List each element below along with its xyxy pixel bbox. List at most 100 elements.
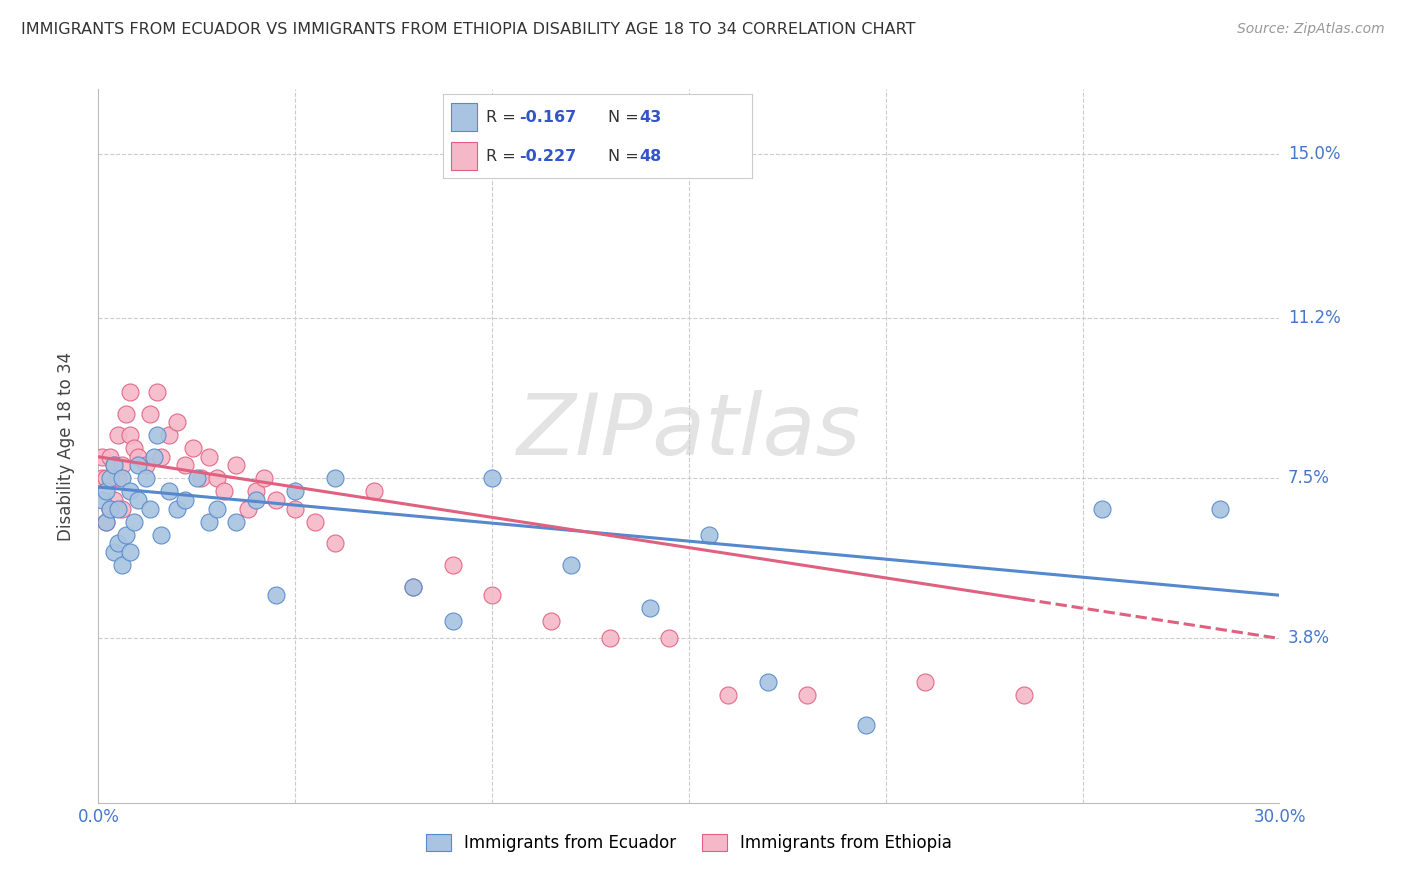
- Point: [363, 484, 385, 499]
- Point: [146, 428, 169, 442]
- Point: [181, 441, 204, 455]
- Legend: Immigrants from Ecuador, Immigrants from Ethiopia: Immigrants from Ecuador, Immigrants from…: [419, 827, 959, 859]
- Point: [127, 458, 149, 473]
- Point: [111, 558, 134, 572]
- Point: [103, 545, 125, 559]
- Text: IMMIGRANTS FROM ECUADOR VS IMMIGRANTS FROM ETHIOPIA DISABILITY AGE 18 TO 34 CORR: IMMIGRANTS FROM ECUADOR VS IMMIGRANTS FR…: [21, 22, 915, 37]
- Point: [135, 458, 157, 473]
- Point: [111, 501, 134, 516]
- Point: [166, 415, 188, 429]
- Point: [253, 471, 276, 485]
- Point: [697, 527, 720, 541]
- Point: [245, 493, 267, 508]
- Point: [157, 428, 180, 442]
- Text: 3.8%: 3.8%: [1288, 630, 1330, 648]
- Point: [225, 515, 247, 529]
- Text: -0.227: -0.227: [519, 149, 576, 164]
- Point: [174, 493, 197, 508]
- Point: [245, 484, 267, 499]
- Point: [264, 493, 287, 508]
- Point: [150, 527, 173, 541]
- Point: [304, 515, 326, 529]
- Point: [111, 471, 134, 485]
- Point: [402, 580, 425, 594]
- Point: [118, 428, 141, 442]
- Point: [186, 471, 208, 485]
- Point: [441, 558, 464, 572]
- Text: N =: N =: [609, 149, 644, 164]
- Text: -0.167: -0.167: [519, 110, 576, 125]
- Point: [658, 632, 681, 646]
- Point: [638, 601, 661, 615]
- Point: [91, 493, 114, 508]
- Text: ZIPatlas: ZIPatlas: [517, 390, 860, 474]
- Point: [190, 471, 212, 485]
- Point: [122, 441, 145, 455]
- Point: [540, 614, 562, 628]
- Point: [127, 450, 149, 464]
- Point: [481, 471, 503, 485]
- Point: [323, 536, 346, 550]
- Point: [441, 614, 464, 628]
- Text: 11.2%: 11.2%: [1288, 310, 1340, 327]
- Point: [150, 450, 173, 464]
- Point: [122, 515, 145, 529]
- Point: [855, 718, 877, 732]
- Point: [284, 501, 307, 516]
- Point: [96, 484, 118, 499]
- Point: [96, 515, 118, 529]
- Point: [107, 471, 129, 485]
- Point: [91, 471, 114, 485]
- Point: [98, 471, 121, 485]
- Point: [1091, 501, 1114, 516]
- Point: [225, 458, 247, 473]
- Point: [197, 450, 219, 464]
- Point: [107, 536, 129, 550]
- Point: [205, 471, 228, 485]
- Point: [284, 484, 307, 499]
- Point: [91, 450, 114, 464]
- Point: [1012, 688, 1035, 702]
- Text: Source: ZipAtlas.com: Source: ZipAtlas.com: [1237, 22, 1385, 37]
- Point: [138, 407, 160, 421]
- Point: [402, 580, 425, 594]
- Text: 7.5%: 7.5%: [1288, 469, 1330, 487]
- Text: R =: R =: [486, 110, 522, 125]
- Point: [323, 471, 346, 485]
- Point: [166, 501, 188, 516]
- Point: [111, 458, 134, 473]
- Text: 15.0%: 15.0%: [1288, 145, 1340, 163]
- Point: [107, 428, 129, 442]
- FancyBboxPatch shape: [450, 103, 477, 131]
- Point: [115, 407, 138, 421]
- Point: [103, 458, 125, 473]
- Point: [174, 458, 197, 473]
- Point: [264, 588, 287, 602]
- Text: 48: 48: [640, 149, 662, 164]
- Point: [756, 674, 779, 689]
- Point: [214, 484, 236, 499]
- Point: [914, 674, 936, 689]
- Point: [135, 471, 157, 485]
- Point: [127, 493, 149, 508]
- Point: [118, 545, 141, 559]
- Point: [560, 558, 582, 572]
- Point: [107, 501, 129, 516]
- Point: [98, 501, 121, 516]
- Point: [205, 501, 228, 516]
- Point: [96, 515, 118, 529]
- Point: [1209, 501, 1232, 516]
- Point: [118, 484, 141, 499]
- Point: [96, 471, 118, 485]
- Point: [103, 493, 125, 508]
- Point: [115, 527, 138, 541]
- Y-axis label: Disability Age 18 to 34: Disability Age 18 to 34: [56, 351, 75, 541]
- Point: [599, 632, 621, 646]
- Text: R =: R =: [486, 149, 522, 164]
- Point: [98, 450, 121, 464]
- Point: [796, 688, 818, 702]
- Point: [118, 384, 141, 399]
- Point: [481, 588, 503, 602]
- Point: [236, 501, 259, 516]
- Point: [138, 501, 160, 516]
